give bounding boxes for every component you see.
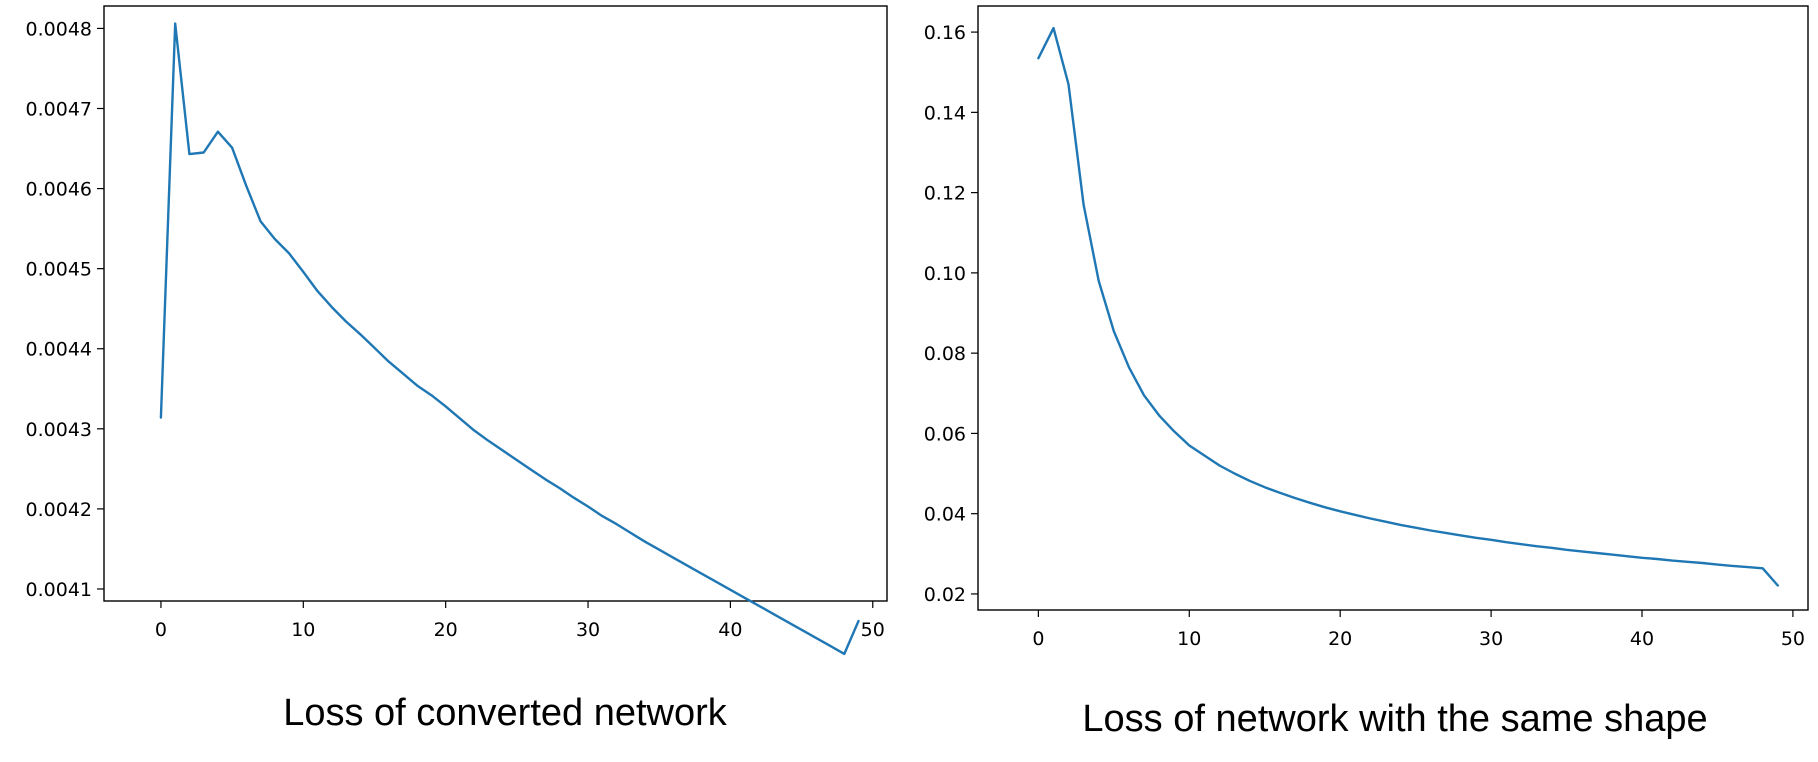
y-tick-label: 0.0047	[26, 99, 92, 121]
x-tick-label: 40	[1630, 628, 1654, 650]
y-tick-label: 0.0046	[26, 179, 92, 201]
x-tick-label: 50	[861, 619, 885, 641]
y-tick-label: 0.16	[924, 22, 966, 44]
y-tick-label: 0.0042	[26, 499, 92, 521]
x-tick-label: 30	[576, 619, 600, 641]
x-tick-label: 10	[291, 619, 315, 641]
x-tick-label: 20	[1328, 628, 1352, 650]
y-tick-label: 0.08	[924, 343, 966, 365]
y-tick-label: 0.0043	[26, 419, 92, 441]
plot-frame-0	[103, 5, 888, 602]
loss-line-1	[1037, 26, 1780, 587]
x-tick-label: 0	[155, 619, 167, 641]
x-tick-label: 0	[1032, 628, 1044, 650]
x-tick-label: 40	[718, 619, 742, 641]
caption-right: Loss of network with the same shape	[1082, 698, 1708, 740]
y-tick-label: 0.12	[924, 183, 966, 205]
caption-left: Loss of converted network	[283, 692, 727, 734]
y-tick-label: 0.0048	[26, 18, 92, 40]
y-tick-label: 0.06	[924, 423, 966, 445]
y-tick-label: 0.0041	[26, 579, 92, 601]
x-tick-label: 10	[1177, 628, 1201, 650]
y-tick-label: 0.14	[924, 102, 966, 124]
plot-frame-1	[977, 5, 1809, 611]
y-tick-label: 0.10	[924, 263, 966, 285]
x-tick-label: 50	[1781, 628, 1805, 650]
y-tick-label: 0.04	[924, 504, 966, 526]
x-tick-label: 30	[1479, 628, 1503, 650]
x-tick-label: 20	[434, 619, 458, 641]
y-tick-label: 0.0045	[26, 259, 92, 281]
y-tick-label: 0.0044	[26, 339, 92, 361]
loss-line-0	[159, 22, 860, 656]
y-tick-label: 0.02	[924, 584, 966, 606]
